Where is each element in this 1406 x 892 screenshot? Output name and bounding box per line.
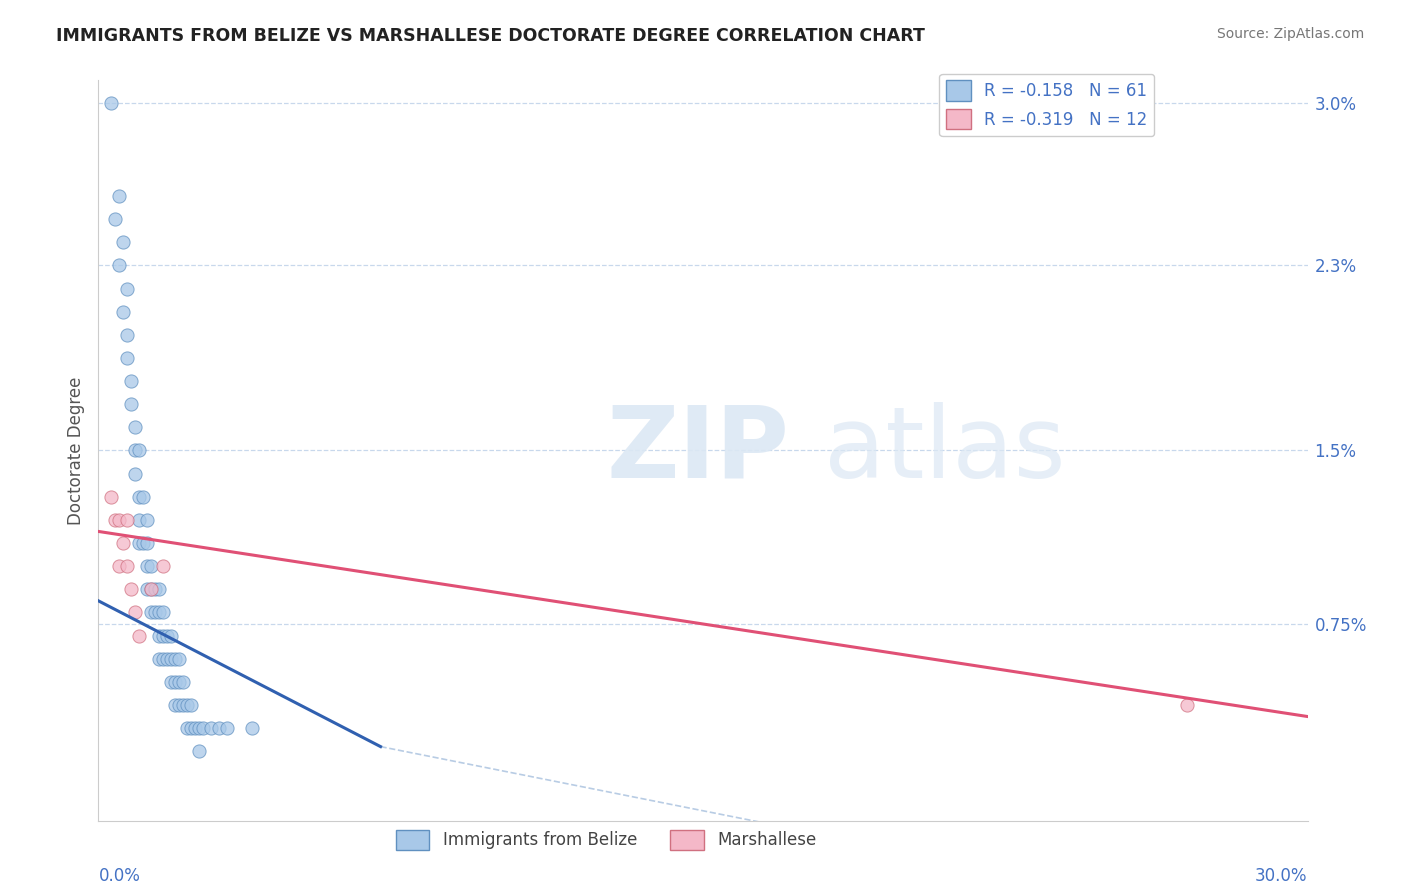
Point [167, 651, 190, 665]
Text: Source: ZipAtlas.com: Source: ZipAtlas.com [1216, 27, 1364, 41]
Point [107, 559, 129, 574]
Point [128, 513, 150, 527]
Point [208, 721, 231, 735]
Point [128, 490, 150, 504]
Text: atlas: atlas [824, 402, 1066, 499]
Point [111, 235, 134, 250]
Point [163, 651, 186, 665]
Point [152, 606, 174, 620]
Point [128, 536, 150, 550]
Point [135, 536, 157, 550]
Point [128, 443, 150, 458]
Point [152, 651, 174, 665]
Point [180, 721, 202, 735]
Point [143, 582, 166, 597]
Y-axis label: Doctorate Degree: Doctorate Degree [66, 376, 84, 524]
Point [139, 582, 162, 597]
Text: 0.0%: 0.0% [98, 867, 141, 885]
Point [111, 536, 134, 550]
Point [152, 559, 174, 574]
Point [172, 674, 194, 689]
Point [188, 721, 211, 735]
Legend: Immigrants from Belize, Marshallese: Immigrants from Belize, Marshallese [389, 823, 823, 856]
Point [200, 721, 222, 735]
Point [180, 698, 202, 712]
Point [115, 559, 138, 574]
Point [160, 651, 183, 665]
Point [115, 327, 138, 342]
Point [167, 698, 190, 712]
Point [217, 721, 239, 735]
Text: 30.0%: 30.0% [1256, 867, 1308, 885]
Point [176, 698, 198, 712]
Point [132, 490, 155, 504]
Point [100, 490, 122, 504]
Point [143, 606, 166, 620]
Point [139, 606, 162, 620]
Point [120, 397, 142, 411]
Point [188, 744, 211, 758]
Point [124, 420, 146, 434]
Point [139, 582, 162, 597]
Point [132, 536, 155, 550]
Point [176, 721, 198, 735]
Point [115, 351, 138, 365]
Point [1175, 698, 1198, 712]
Point [163, 698, 186, 712]
Point [160, 628, 183, 642]
Point [152, 628, 174, 642]
Point [120, 374, 142, 388]
Point [148, 606, 170, 620]
Text: ZIP: ZIP [606, 402, 789, 499]
Point [100, 96, 122, 111]
Point [135, 559, 157, 574]
Point [148, 582, 170, 597]
Point [107, 189, 129, 203]
Point [163, 674, 186, 689]
Point [148, 628, 170, 642]
Point [184, 721, 207, 735]
Point [107, 513, 129, 527]
Point [128, 628, 150, 642]
Point [135, 582, 157, 597]
Point [124, 467, 146, 481]
Point [115, 281, 138, 295]
Point [160, 674, 183, 689]
Point [193, 721, 215, 735]
Point [135, 513, 157, 527]
Point [111, 304, 134, 318]
Point [167, 674, 190, 689]
Point [156, 651, 179, 665]
Point [120, 582, 142, 597]
Point [107, 259, 129, 273]
Point [240, 721, 263, 735]
Point [103, 513, 125, 527]
Point [103, 212, 125, 227]
Point [148, 651, 170, 665]
Text: IMMIGRANTS FROM BELIZE VS MARSHALLESE DOCTORATE DEGREE CORRELATION CHART: IMMIGRANTS FROM BELIZE VS MARSHALLESE DO… [56, 27, 925, 45]
Point [124, 606, 146, 620]
Point [156, 628, 179, 642]
Point [139, 559, 162, 574]
Point [172, 698, 194, 712]
Point [124, 443, 146, 458]
Point [115, 513, 138, 527]
